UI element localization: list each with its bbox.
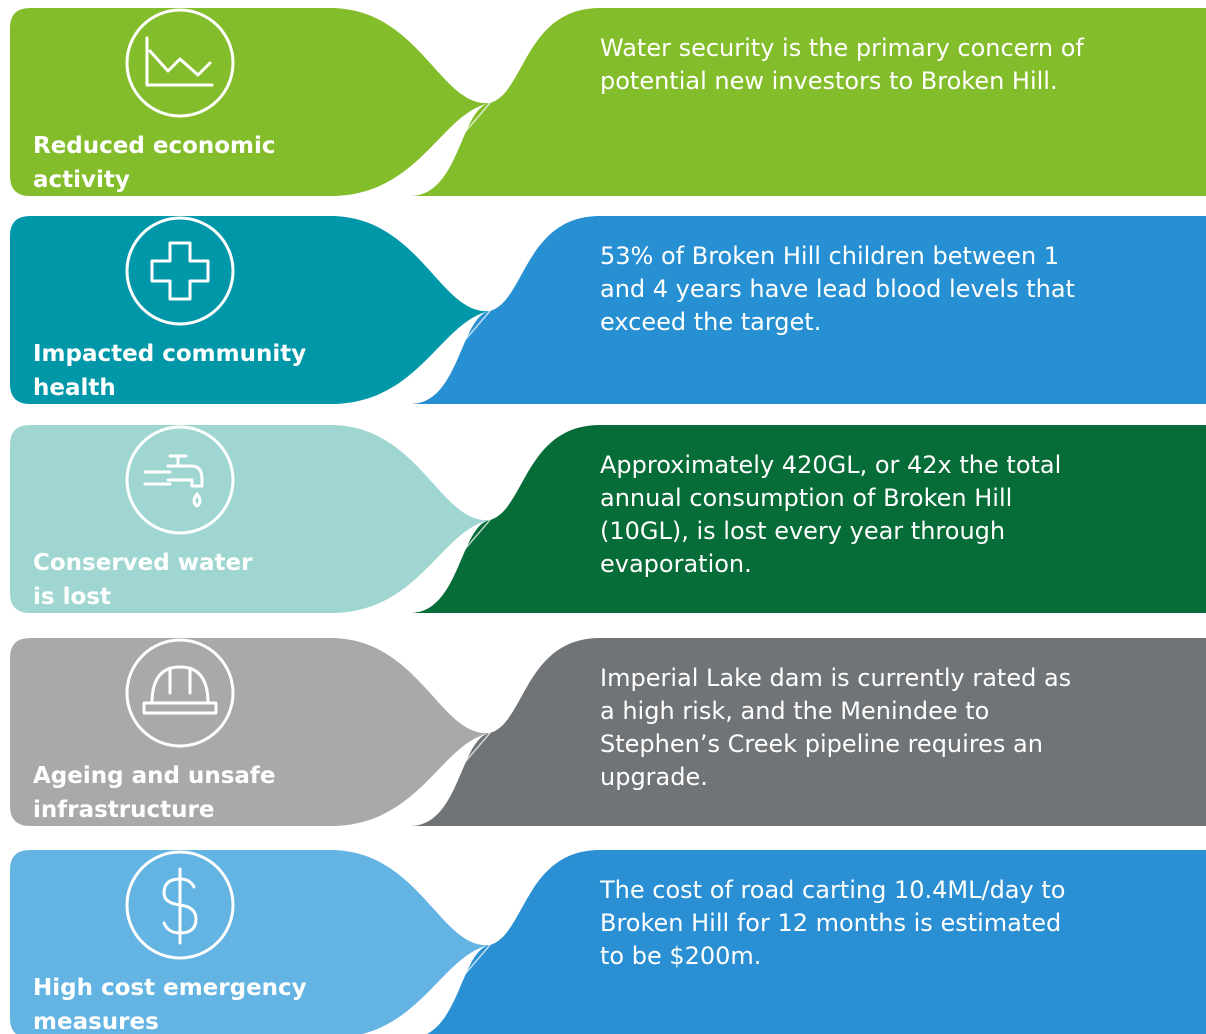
row-text: (10GL), is lost every year through: [600, 517, 1005, 545]
row-text: Broken Hill for 12 months is estimated: [600, 909, 1061, 937]
row-label: measures: [33, 1009, 159, 1034]
icon: [150, 241, 210, 301]
row-text: Stephen’s Creek pipeline requires an: [600, 730, 1043, 758]
row-label: Ageing and unsafe: [33, 763, 276, 789]
divider: [409, 732, 491, 827]
right-panel: [410, 425, 1206, 613]
divider: [412, 944, 491, 1034]
row-text: Approximately 420GL, or 42x the total: [600, 451, 1061, 479]
row-text: and 4 years have lead blood levels that: [600, 275, 1075, 303]
right-panel: [426, 850, 1206, 1034]
row-label: Impacted community: [33, 341, 306, 367]
row-text: a high risk, and the Menindee to: [600, 697, 989, 725]
row-label: is lost: [33, 584, 111, 610]
icon: [162, 867, 198, 945]
row: Ageing and unsafe infrastructure Imperial …: [10, 638, 1206, 827]
icon-circle: [125, 216, 235, 326]
icon-circle: [125, 8, 235, 118]
row-text: Imperial Lake dam is currently rated as: [600, 664, 1071, 692]
row-text: The cost of road carting 10.4ML/day to: [599, 876, 1065, 904]
divider: [409, 102, 491, 197]
row-text: annual consumption of Broken Hill: [600, 484, 1012, 512]
left-panel: [10, 638, 490, 826]
row: High cost emergency measures The cost of r…: [10, 850, 1206, 1034]
row-text: potential new investors to Broken Hill.: [600, 67, 1058, 95]
row-text: exceed the target.: [600, 308, 821, 336]
left-panel: [10, 216, 490, 404]
row-label: High cost emergency: [33, 975, 307, 1001]
row: Conserved water is lost Approximately 420G…: [10, 425, 1206, 614]
right-panel: [410, 638, 1206, 826]
row-label: Reduced economic: [33, 133, 276, 159]
row-text: evaporation.: [600, 550, 752, 578]
icon: [192, 492, 202, 508]
row-label: health: [33, 375, 116, 401]
row: Impacted community health 53% of Broken Hi…: [10, 216, 1206, 405]
left-panel: [10, 8, 490, 196]
row-text: upgrade.: [600, 763, 708, 791]
icon: [148, 49, 212, 77]
icon-circle: [125, 850, 235, 960]
icon: [143, 454, 204, 488]
row-text: to be $200m.: [600, 942, 761, 970]
icon: [142, 665, 218, 715]
row-text: Water security is the primary concern of: [600, 34, 1084, 62]
row-label: Conserved water: [33, 550, 253, 576]
left-panel: [10, 850, 490, 1034]
icon: [145, 36, 214, 87]
icon-circle: [125, 425, 235, 535]
row-label: infrastructure: [33, 797, 214, 823]
row: Reduced economic activity Water security i…: [10, 8, 1206, 197]
row-label: activity: [33, 167, 130, 193]
right-panel: [410, 8, 1206, 196]
right-panel: [410, 216, 1206, 404]
left-panel: [10, 425, 490, 613]
divider: [409, 310, 491, 405]
divider: [409, 519, 491, 614]
icon-circle: [125, 638, 235, 748]
row-text: 53% of Broken Hill children between 1: [600, 242, 1059, 270]
